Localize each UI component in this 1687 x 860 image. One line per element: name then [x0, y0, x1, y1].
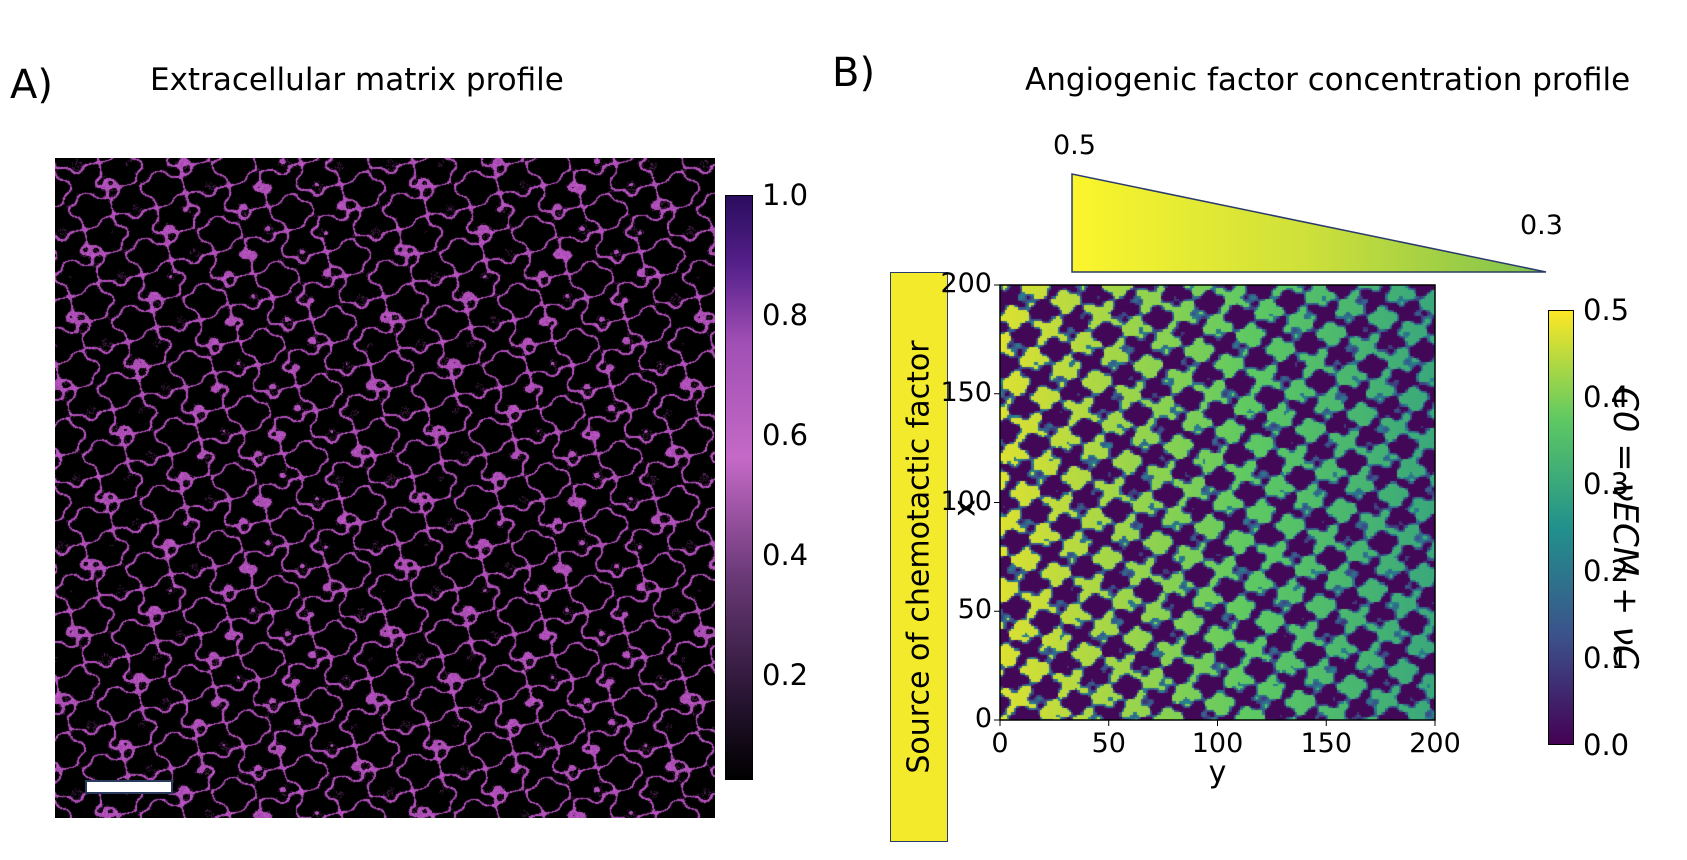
- gradient-high-label: 0.5: [1053, 130, 1096, 161]
- scale-bar: [85, 780, 173, 794]
- ecm-colorbar: [725, 195, 753, 780]
- x-tick-label: 100: [1192, 728, 1244, 759]
- x-tick-label: 0: [991, 728, 1008, 759]
- y-tick-label: 0: [974, 703, 992, 734]
- concentration-colorbar-tick: 0.2: [1583, 554, 1630, 588]
- x-tick-label: 50: [1092, 728, 1126, 759]
- ecm-colorbar-tick: 0.8: [762, 298, 809, 332]
- panel-a-letter: A): [10, 62, 53, 108]
- x-axis-label: y: [1209, 755, 1227, 790]
- concentration-colorbar-tick: 0.5: [1583, 293, 1630, 327]
- concentration-colorbar-tick: 0.1: [1583, 641, 1630, 675]
- ecm-colorbar-tick: 0.4: [762, 538, 809, 572]
- concentration-gradient-triangle: [1071, 173, 1547, 273]
- concentration-colorbar-tick: 0.4: [1583, 380, 1630, 414]
- source-label: Source of chemotactic factor: [901, 340, 937, 774]
- x-tick-label: 150: [1300, 728, 1352, 759]
- concentration-colorbar-label: C0 = νECM + νC: [1605, 387, 1645, 669]
- ecm-colorbar-tick: 0.2: [762, 658, 809, 692]
- concentration-heatmap-axes: 0 50 100 150 200 y: [991, 284, 1461, 790]
- concentration-colorbar-tick: 0.0: [1583, 728, 1630, 762]
- gradient-low-label: 0.3: [1520, 210, 1563, 241]
- panel-b-title: Angiogenic factor concentration profile: [1025, 62, 1631, 98]
- y-tick-label: 50: [957, 594, 992, 626]
- ecm-colorbar-tick: 0.6: [762, 418, 809, 452]
- ecm-colorbar-tick: 1.0: [762, 178, 809, 212]
- concentration-heatmap-image: [1000, 285, 1435, 720]
- source-box: [890, 272, 948, 842]
- concentration-colorbar-tick: 0.3: [1583, 467, 1630, 501]
- x-tick-label: 200: [1409, 728, 1461, 759]
- ecm-heatmap-image: [55, 158, 715, 818]
- y-tick-label: 200: [940, 268, 992, 299]
- panel-a-title: Extracellular matrix profile: [150, 62, 564, 98]
- y-tick-label: 100: [940, 485, 992, 517]
- y-tick-label: 150: [940, 376, 992, 408]
- panel-b-letter: B): [832, 50, 876, 96]
- y-axis-label: x: [947, 499, 983, 517]
- concentration-colorbar: [1548, 310, 1574, 745]
